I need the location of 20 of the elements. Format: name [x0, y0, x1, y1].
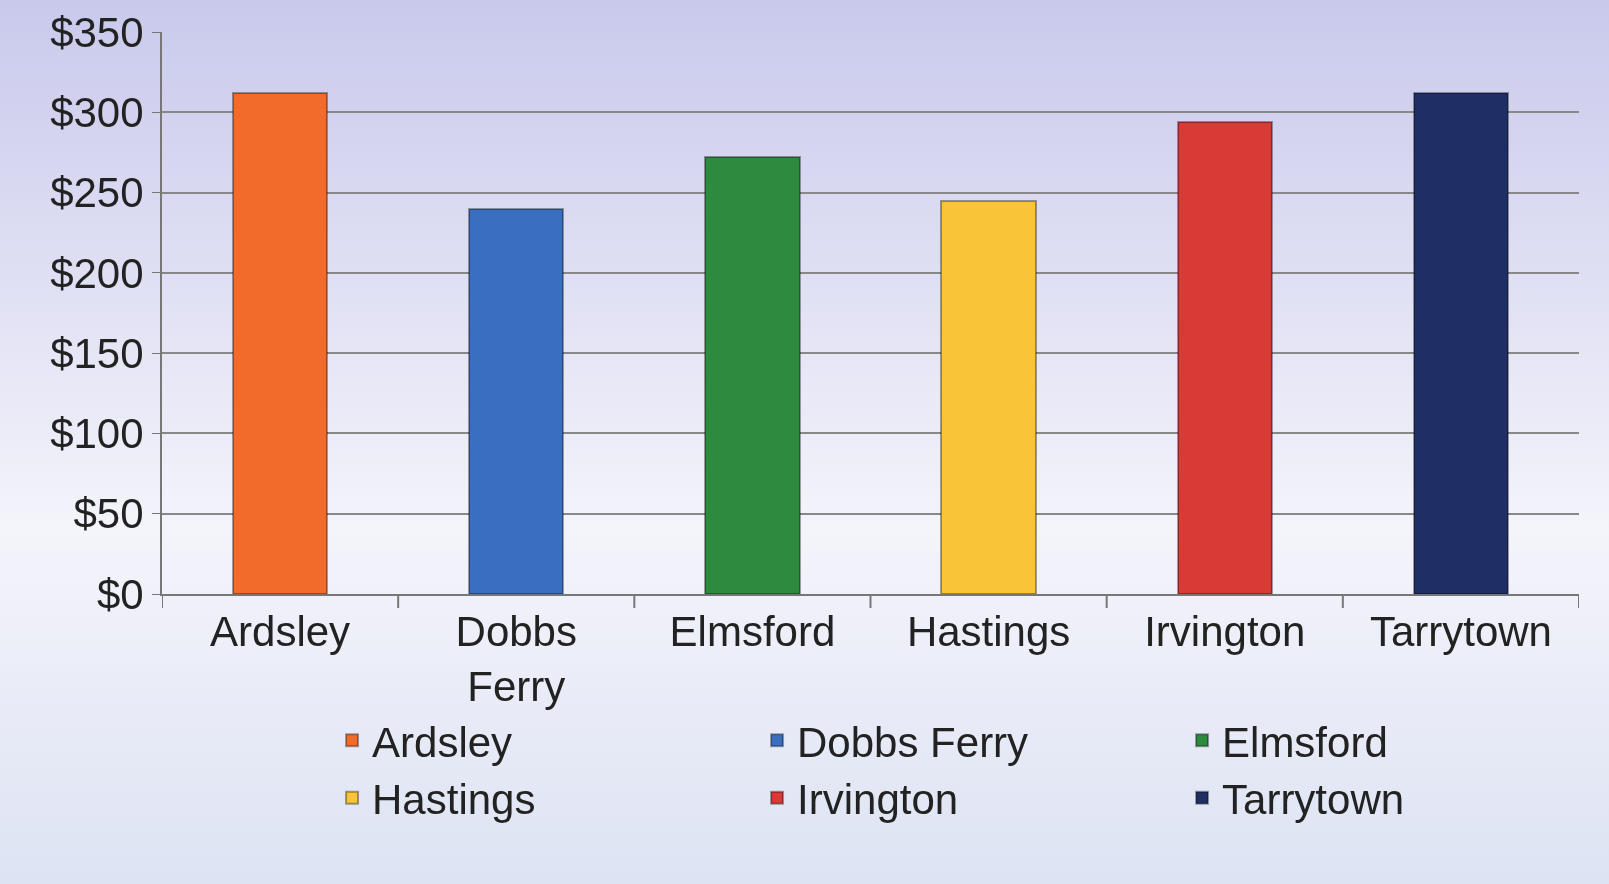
legend-label: Hastings: [372, 776, 536, 824]
y-tick-label: $200: [50, 249, 144, 297]
y-tick-label: $300: [50, 88, 144, 136]
x-tick-label: Irvington: [1144, 608, 1306, 656]
legend-label: Tarrytown: [1222, 776, 1405, 824]
y-tick-label: $250: [50, 169, 144, 217]
legend-label: Elmsford: [1222, 718, 1388, 766]
y-tick-label: $0: [96, 570, 144, 618]
y-tick-label: $350: [50, 8, 144, 56]
x-tick-label: Dobbs Ferry: [455, 608, 577, 710]
legend-label: Dobbs Ferry: [797, 718, 1029, 766]
y-tick-label: $50: [73, 490, 144, 538]
legend-label: Ardsley: [372, 718, 513, 766]
x-tick-label: Ardsley: [210, 608, 351, 656]
x-tick-label: Hastings: [906, 608, 1071, 656]
x-tick-label: Tarrytown: [1369, 608, 1552, 656]
y-tick-label: $100: [50, 410, 144, 458]
y-tick-label: $150: [50, 329, 144, 377]
x-tick-label: Elmsford: [669, 608, 836, 656]
legend-label: Irvington: [797, 776, 959, 824]
